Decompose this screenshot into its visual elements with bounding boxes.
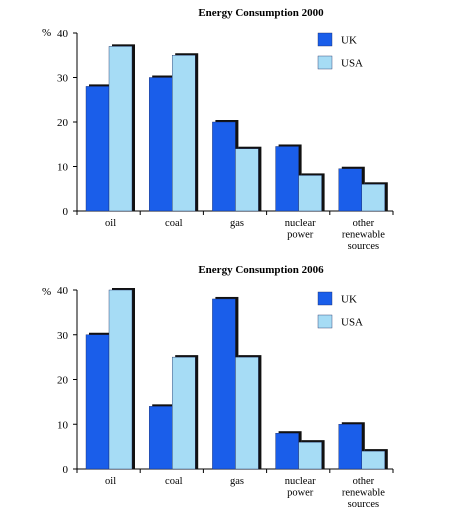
bar-usa-coal	[171, 356, 196, 470]
y-unit-label: %	[42, 286, 51, 298]
legend-swatch-usa	[317, 55, 333, 70]
chart-2006: Energy Consumption 2006% 0 10 20 30 40 oil coal…	[42, 264, 394, 510]
legend-label-uk: UK	[341, 35, 357, 47]
bar-usa-oil	[108, 289, 133, 470]
bar-uk-nuclear	[275, 146, 299, 212]
y-tick-label: 20	[57, 375, 69, 387]
category-label-line: power	[287, 488, 314, 499]
category-label-line: power	[287, 230, 314, 241]
bar-usa-other	[361, 184, 385, 212]
category-label: coal	[165, 476, 183, 487]
legend-swatch-uk	[317, 32, 333, 47]
category-label-line: gas	[230, 476, 244, 487]
category-label: oil	[105, 476, 116, 487]
bar-uk-other	[338, 168, 362, 212]
bar-usa-gas	[235, 148, 259, 212]
bar-usa-oil	[108, 46, 133, 212]
category-label-line: other	[353, 218, 375, 229]
y-tick-label: 40	[57, 28, 69, 40]
bar-uk-oil	[85, 334, 110, 470]
category-label: nuclear power	[285, 476, 316, 499]
legend-swatch-uk	[317, 291, 333, 306]
legend-label-uk: UK	[341, 294, 357, 306]
category-label-line: other	[353, 476, 375, 487]
y-tick-label: 30	[57, 330, 69, 342]
bar-uk-oil	[85, 86, 110, 212]
chart-2000: Energy Consumption 2000% 0 10 20 30 40 oil coal…	[42, 7, 394, 252]
category-label: nuclear power	[285, 218, 316, 241]
category-label: oil	[105, 218, 116, 229]
y-tick-label: 20	[57, 117, 69, 129]
category-label: gas	[230, 218, 244, 229]
category-label-line: nuclear	[285, 476, 316, 487]
bar-uk-nuclear	[275, 433, 299, 470]
category-label-line: gas	[230, 218, 244, 229]
category-label-line: oil	[105, 218, 116, 229]
category-label: gas	[230, 476, 244, 487]
bar-usa-coal	[171, 55, 196, 212]
bar-uk-coal	[148, 406, 173, 470]
category-label: other renewable sources	[342, 218, 385, 252]
category-label-line: sources	[348, 241, 380, 252]
category-label: other renewable sources	[342, 476, 385, 510]
y-tick-label: 40	[57, 285, 69, 297]
chart-title: Energy Consumption 2000	[198, 7, 324, 19]
category-label-line: renewable	[342, 230, 385, 241]
legend-label-usa: USA	[341, 317, 363, 329]
category-label-line: oil	[105, 476, 116, 487]
category-label-line: coal	[165, 218, 183, 229]
bar-usa-nuclear	[298, 175, 322, 212]
bar-uk-gas	[212, 298, 236, 470]
chart-title: Energy Consumption 2006	[198, 264, 324, 276]
category-label: coal	[165, 218, 183, 229]
y-tick-label: 30	[57, 73, 69, 85]
category-label-line: coal	[165, 476, 183, 487]
category-label-line: nuclear	[285, 218, 316, 229]
bar-uk-coal	[148, 77, 173, 212]
y-unit-label: %	[42, 27, 51, 39]
bar-usa-other	[361, 450, 385, 470]
category-label-line: renewable	[342, 488, 385, 499]
y-tick-label: 10	[57, 419, 69, 431]
y-tick-label: 10	[57, 162, 69, 174]
bar-usa-nuclear	[298, 441, 322, 470]
bar-usa-gas	[235, 356, 259, 470]
legend-swatch-usa	[317, 314, 333, 329]
bar-uk-other	[338, 424, 362, 470]
bar-uk-gas	[212, 121, 236, 212]
y-tick-label: 0	[63, 464, 69, 476]
category-label-line: sources	[348, 499, 380, 510]
y-tick-label: 0	[63, 206, 69, 218]
legend-label-usa: USA	[341, 58, 363, 70]
